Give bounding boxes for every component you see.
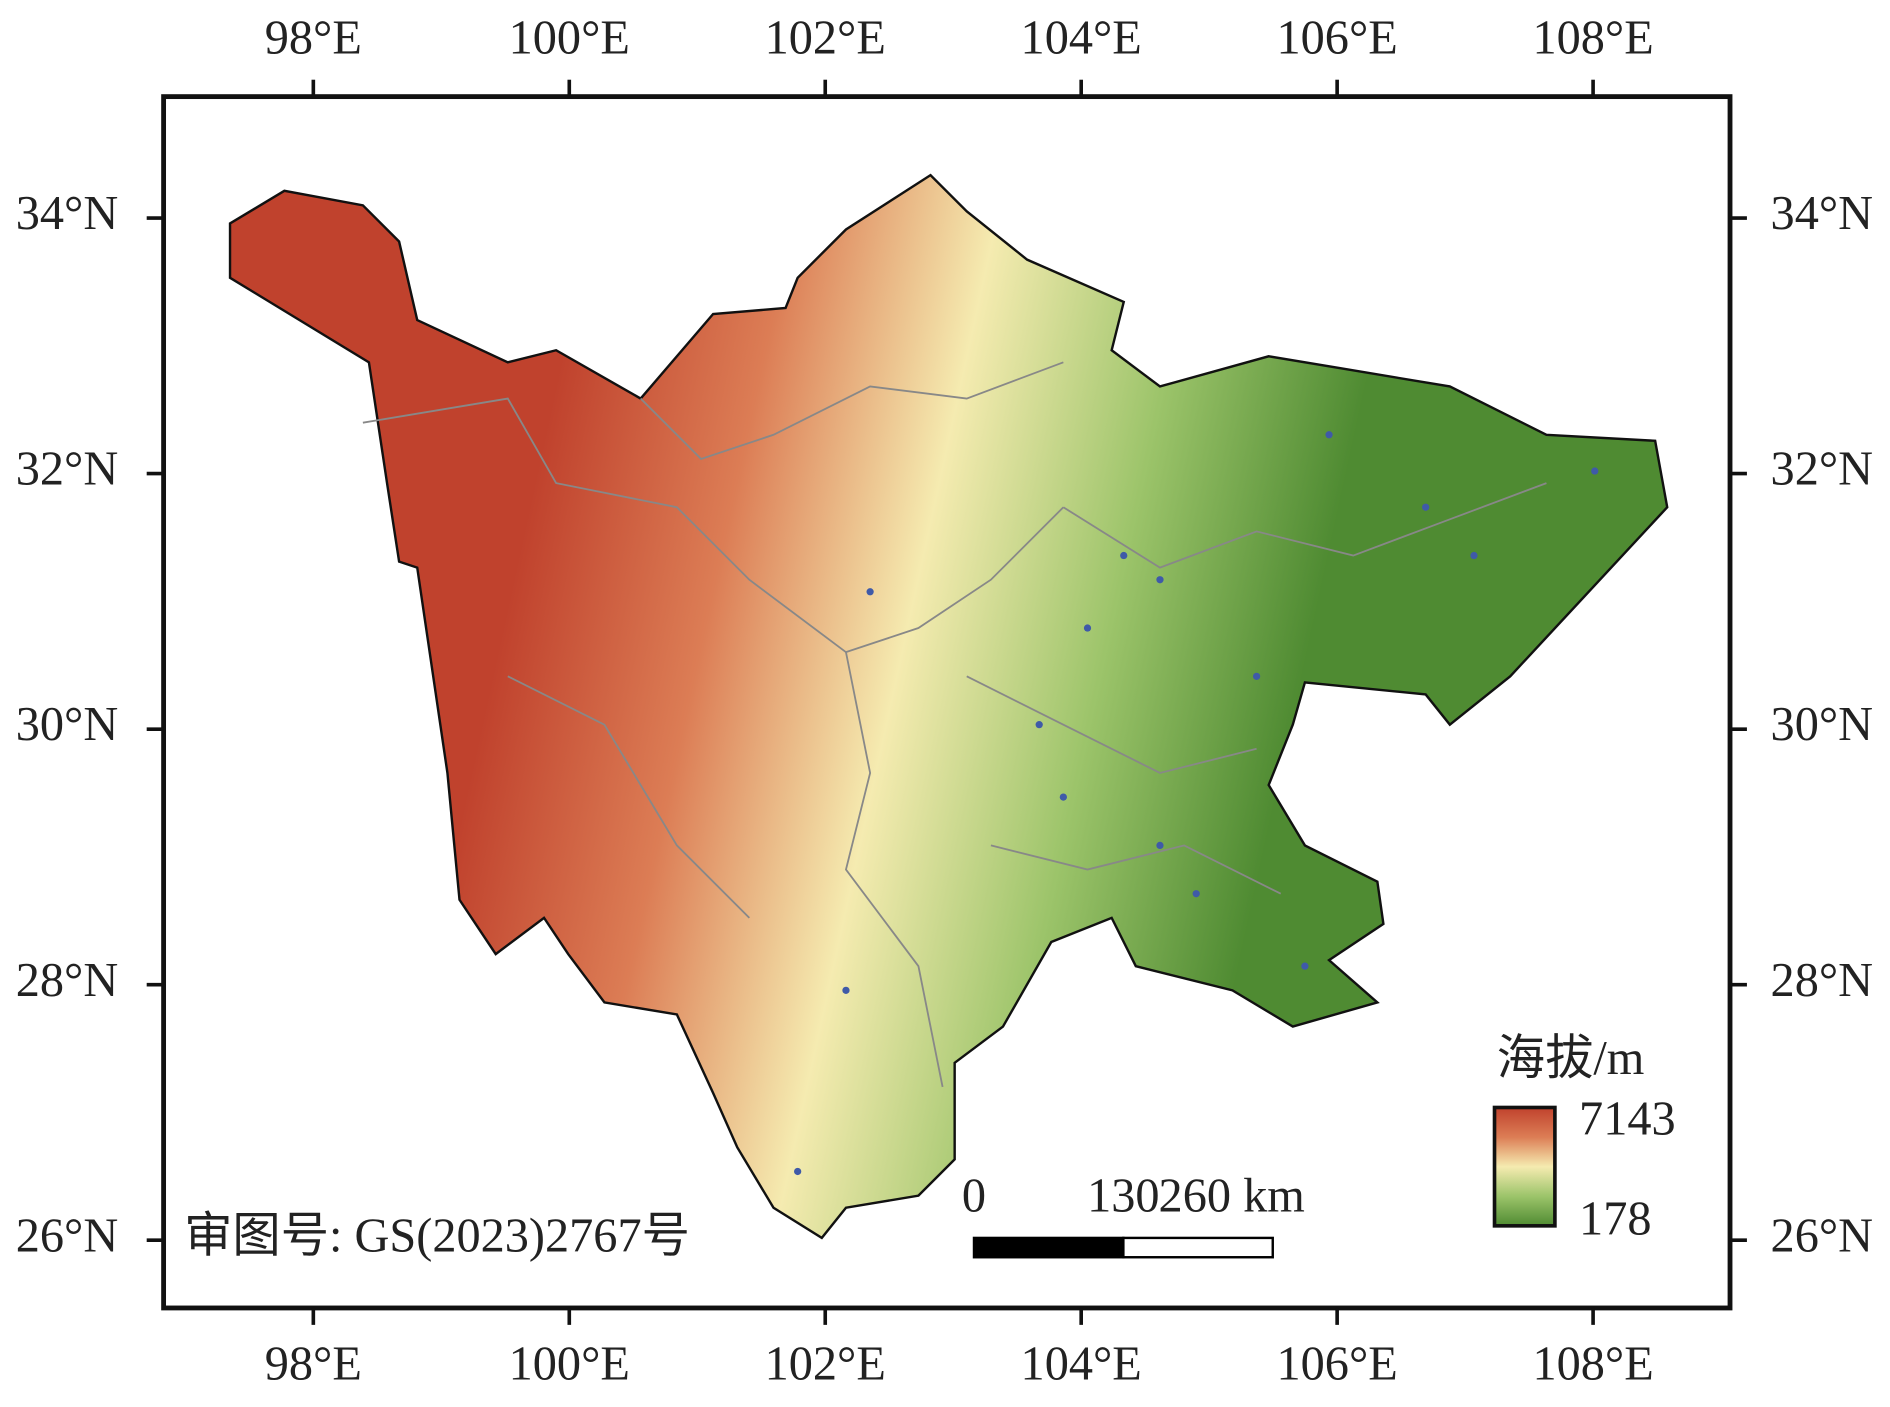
legend-colorbar: [1492, 1105, 1557, 1228]
province-region: [228, 173, 1669, 1240]
legend-min: 178: [1579, 1193, 1651, 1246]
lat-tick-label: 34°N: [1771, 187, 1873, 240]
map-frame: [161, 94, 1733, 1311]
scale-bar-label: 0: [962, 1170, 986, 1223]
station-points: [794, 431, 1599, 1176]
scale-bar-label: 130: [1087, 1170, 1159, 1223]
lat-tick-label: 30°N: [1771, 698, 1873, 751]
lon-tick-label: 106°E: [1277, 1337, 1398, 1390]
lat-tick-label: 32°N: [16, 443, 119, 496]
lon-tick-label: 100°E: [509, 11, 630, 64]
approval-number: 审图号: GS(2023)2767号: [184, 1209, 690, 1262]
district-boundaries: [362, 361, 1547, 1088]
lon-tick-label: 106°E: [1277, 11, 1398, 64]
scale-bar-label: 260 km: [1159, 1170, 1305, 1223]
scale-bar-segment: [1122, 1236, 1274, 1259]
lon-tick-label: 98°E: [265, 1337, 362, 1390]
lon-tick-label: 102°E: [765, 11, 886, 64]
legend-title: 海拔/m: [1497, 1032, 1645, 1085]
lat-tick-label: 28°N: [16, 954, 119, 1007]
lat-tick-label: 26°N: [16, 1209, 119, 1262]
lat-tick-label: 32°N: [1771, 443, 1873, 496]
lon-tick-label: 104°E: [1021, 11, 1142, 64]
lon-tick-label: 100°E: [509, 1337, 630, 1390]
lon-tick-label: 108°E: [1532, 1337, 1653, 1390]
lon-tick-label: 102°E: [765, 1337, 886, 1390]
lon-tick-label: 104°E: [1021, 1337, 1142, 1390]
lon-tick-label: 108°E: [1532, 11, 1653, 64]
lat-tick-label: 28°N: [1771, 954, 1873, 1007]
lat-tick-label: 26°N: [1771, 1209, 1873, 1262]
legend-max: 7143: [1579, 1092, 1676, 1145]
lon-tick-label: 98°E: [265, 11, 362, 64]
lat-tick-label: 34°N: [16, 187, 119, 240]
scale-bar-segment: [972, 1236, 1125, 1259]
lat-tick-label: 30°N: [16, 698, 119, 751]
